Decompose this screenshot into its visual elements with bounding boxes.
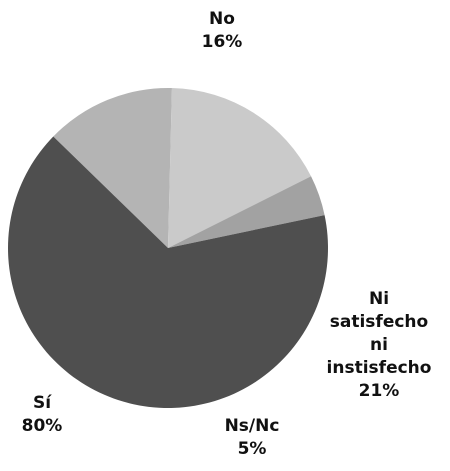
slice-label: No 16% xyxy=(172,8,272,54)
slice-label: Sí 80% xyxy=(0,392,84,438)
value-label: 5% xyxy=(237,439,267,459)
category-label: Sí xyxy=(32,393,52,413)
pie-slice xyxy=(8,136,329,408)
pie-slice xyxy=(53,88,172,248)
pie-slice xyxy=(168,176,325,248)
category-label: No xyxy=(209,9,235,29)
pie-slice xyxy=(168,88,312,248)
slice-label: Ns/Nc 5% xyxy=(212,415,292,461)
category-label: Ns/Nc xyxy=(224,416,280,436)
value-label: 21% xyxy=(358,381,400,401)
category-label: Ni satisfecho ni instisfecho xyxy=(326,289,432,378)
value-label: 80% xyxy=(21,416,63,436)
value-label: 16% xyxy=(201,32,243,52)
slice-label: Ni satisfecho ni instisfecho 21% xyxy=(320,288,438,403)
